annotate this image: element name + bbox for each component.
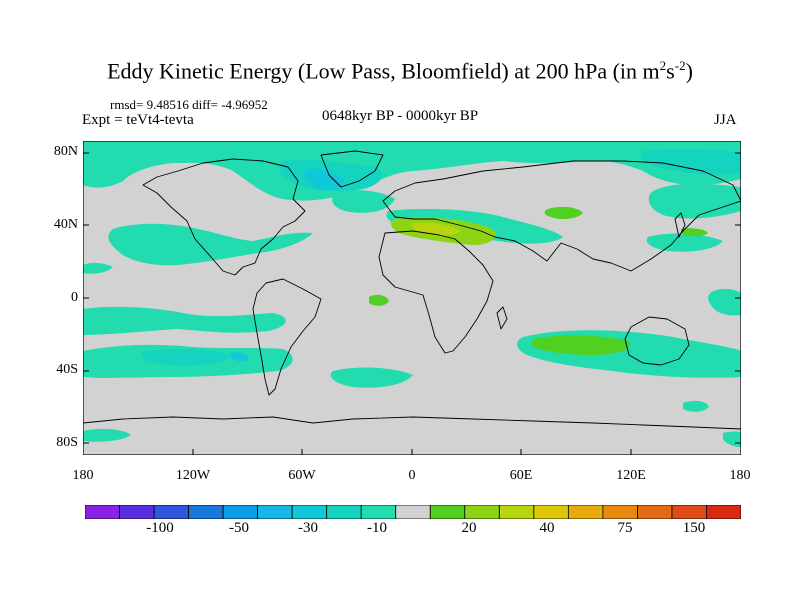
colorbar-box	[119, 505, 155, 519]
colorbar-label: -100	[146, 520, 174, 536]
anomaly-region	[83, 306, 286, 335]
colorbar-label: 20	[461, 520, 477, 536]
coastline-south-america	[252, 278, 322, 396]
anomaly-region	[369, 294, 389, 306]
colorbar-box	[706, 505, 741, 519]
lat-label-0: 0	[71, 290, 78, 305]
stats-label: rmsd= 9.48516 diff= -4.96952	[110, 97, 268, 112]
lon-label-180w: 180	[72, 468, 94, 483]
colorbar-box	[222, 505, 259, 519]
colorbar-label: 150	[682, 520, 706, 536]
anomaly-region	[708, 288, 741, 316]
lat-label-80s: 80S	[56, 435, 78, 450]
anomaly-region	[304, 168, 345, 191]
colorbar-label: 75	[617, 520, 633, 536]
anomaly-region	[531, 335, 630, 355]
anomaly-region	[648, 183, 741, 219]
anomaly-region	[83, 262, 113, 274]
coastline-greenland	[320, 150, 384, 188]
anomaly-region	[681, 228, 708, 237]
coastline-africa	[378, 230, 494, 354]
anomaly-region	[108, 223, 313, 266]
colorbar-box	[153, 505, 189, 519]
lat-label-80n: 80N	[53, 144, 78, 159]
anomaly-region	[330, 367, 413, 388]
lon-label-120w: 120W	[175, 468, 211, 483]
map-plot	[83, 141, 741, 455]
lon-label-60w: 60W	[288, 468, 316, 483]
coastline-japan	[674, 212, 686, 238]
season-label: JJA	[714, 112, 737, 128]
period-label: 0648kyr BP - 0000kyr BP	[322, 108, 479, 124]
map-background	[83, 141, 741, 455]
colorbar-box	[533, 505, 569, 519]
colorbar-box	[498, 505, 535, 519]
anomaly-region	[83, 428, 131, 442]
anomaly-region	[683, 400, 709, 412]
colorbar-box	[326, 505, 362, 519]
colorbar-box	[464, 505, 500, 519]
colorbar	[85, 505, 741, 519]
coastline-antarctica	[83, 416, 741, 430]
lat-label-40s: 40S	[56, 362, 78, 377]
coastline-eurasia	[382, 160, 741, 272]
colorbar-box	[602, 505, 638, 519]
colorbar-box	[637, 505, 673, 519]
lon-label-180e: 180	[729, 468, 751, 483]
coastline-north-america	[142, 158, 306, 276]
anomaly-region	[83, 141, 741, 201]
coastline-australia	[624, 316, 690, 366]
colorbar-box	[429, 505, 466, 519]
colorbar-box	[567, 505, 604, 519]
colorbar-box	[671, 505, 707, 519]
colorbar-label: -10	[367, 520, 387, 536]
lon-label-120e: 120E	[616, 468, 646, 483]
anomaly-region	[646, 233, 723, 252]
colorbar-box	[85, 505, 120, 519]
colorbar-box	[257, 505, 293, 519]
colorbar-box	[188, 505, 224, 519]
anomaly-region	[332, 190, 395, 213]
lat-label-40n: 40N	[53, 217, 78, 232]
colorbar-label: 40	[539, 520, 555, 536]
colorbar-box	[360, 505, 397, 519]
colorbar-box	[395, 505, 431, 519]
anomaly-region	[544, 206, 583, 220]
lon-label-60e: 60E	[509, 468, 533, 483]
plot-title: Eddy Kinetic Energy (Low Pass, Bloomfiel…	[107, 58, 693, 84]
anomaly-region	[140, 348, 233, 366]
anomaly-region	[231, 352, 249, 362]
lon-label-0: 0	[408, 468, 416, 483]
anomaly-region	[641, 148, 741, 175]
coastline-madagascar	[496, 306, 508, 330]
experiment-label: Expt = teVt4-tevta	[82, 112, 194, 128]
colorbar-box	[291, 505, 328, 519]
colorbar-label: -30	[298, 520, 318, 536]
colorbar-label: -50	[229, 520, 249, 536]
